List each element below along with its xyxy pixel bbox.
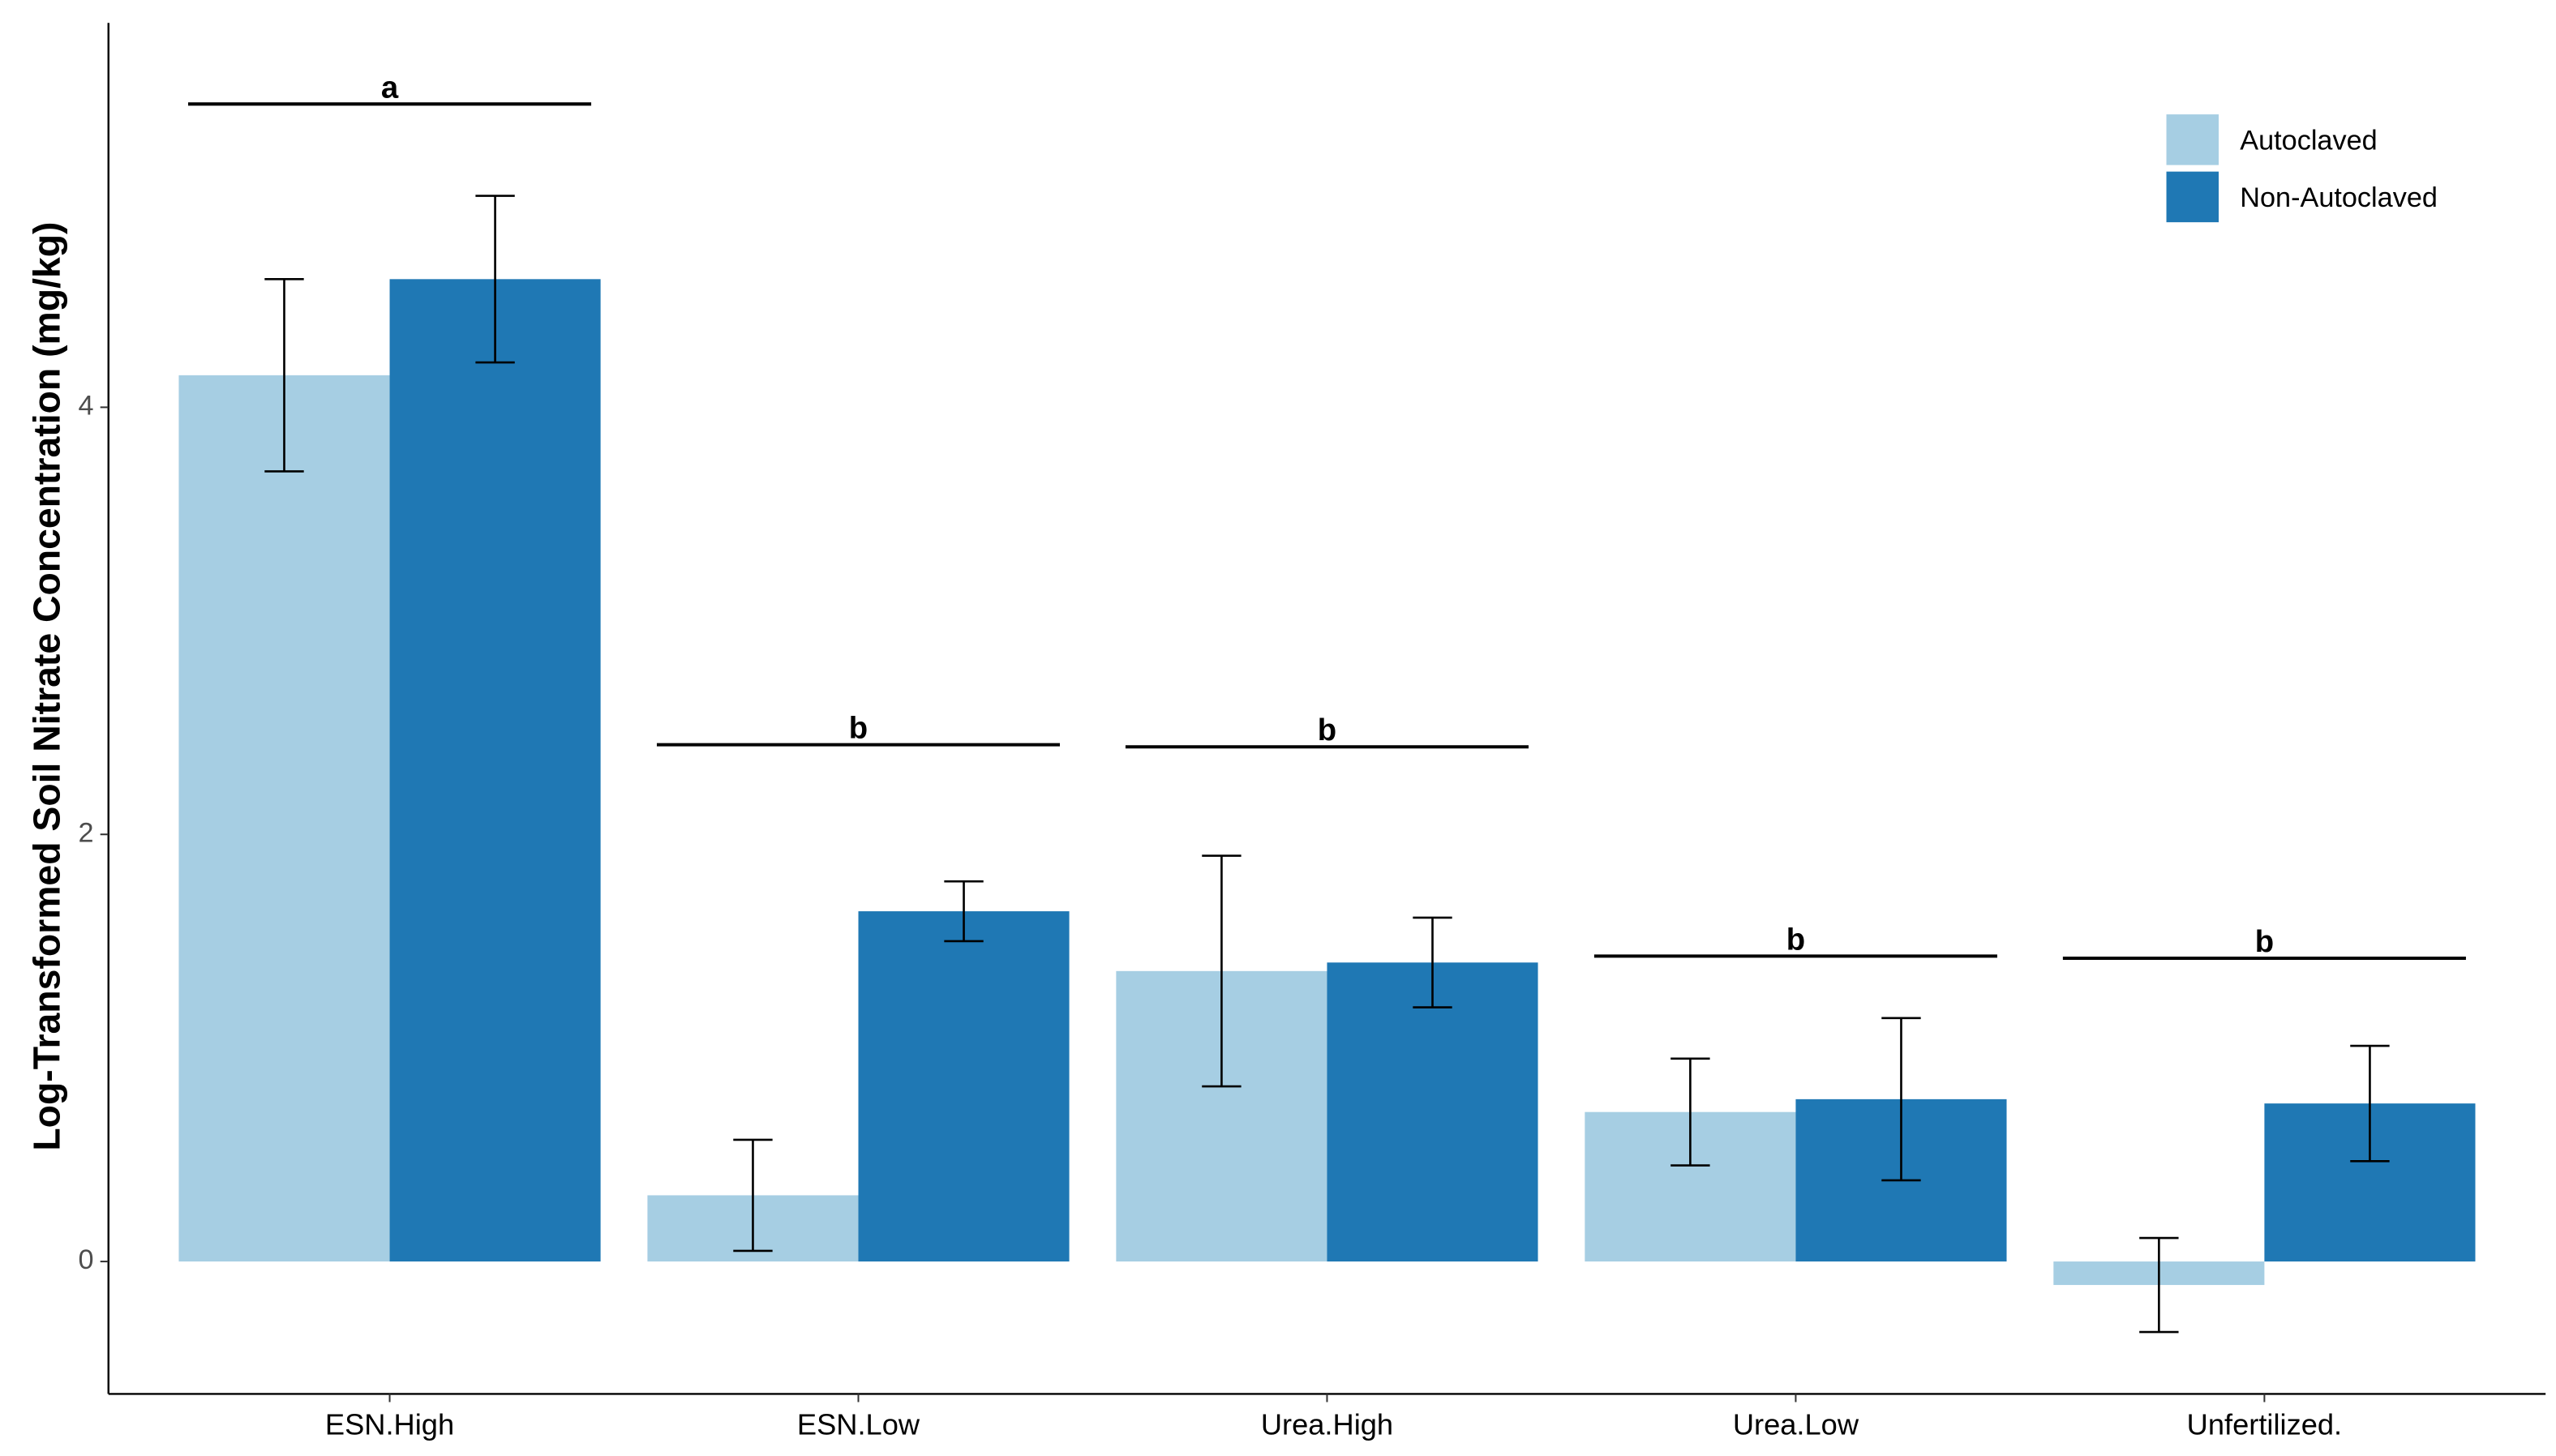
error-bar: [733, 1138, 773, 1253]
y-tick-label: 4: [79, 390, 94, 421]
error-bar: [1202, 854, 1242, 1088]
x-tick-label: ESN.Low: [797, 1407, 920, 1441]
legend-key: [2166, 171, 2219, 223]
x-tick-label: Urea.High: [1261, 1407, 1393, 1441]
significance-letter: b: [2255, 924, 2274, 959]
significance-letter: a: [381, 70, 399, 105]
error-bar: [264, 278, 304, 473]
legend-label: Autoclaved: [2240, 125, 2377, 156]
x-tick-label: Unfertilized.: [2187, 1407, 2342, 1441]
error-bar: [475, 195, 515, 364]
x-tick-label: ESN.High: [325, 1407, 454, 1441]
y-axis-title: Log-Transformed Soil Nitrate Concentrati…: [25, 222, 67, 1151]
bar: [858, 911, 1070, 1262]
significance-letter: b: [849, 711, 868, 746]
y-tick-label: 2: [79, 817, 94, 848]
significance-letter: b: [1318, 713, 1336, 747]
significance-letter: b: [1786, 922, 1805, 957]
bar: [389, 279, 601, 1262]
x-tick-label: Urea.Low: [1733, 1407, 1859, 1441]
error-bar: [1413, 916, 1452, 1008]
y-tick-label: 0: [79, 1244, 94, 1275]
error-bar: [1881, 1017, 1921, 1182]
bar: [178, 375, 390, 1262]
error-bar: [2139, 1236, 2179, 1334]
error-bar: [2350, 1044, 2390, 1163]
legend-key: [2166, 114, 2219, 165]
error-bar: [944, 880, 984, 943]
error-bar: [1670, 1057, 1710, 1167]
legend-label: Non-Autoclaved: [2240, 182, 2438, 213]
bar: [1327, 962, 1538, 1262]
